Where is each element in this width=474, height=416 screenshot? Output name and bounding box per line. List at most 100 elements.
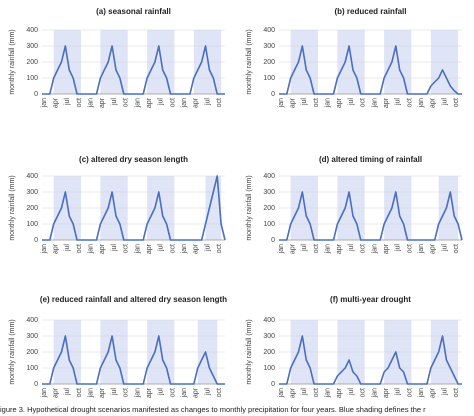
x-tick-label: apr: [146, 387, 153, 398]
x-tick-label: apr: [336, 243, 343, 254]
x-tick-label: apr: [383, 97, 390, 108]
x-tick-label: jan: [371, 388, 378, 398]
x-tick-label: jul: [301, 98, 308, 106]
y-tick-label: 0: [34, 237, 38, 244]
x-tick-label: oct: [360, 244, 367, 253]
x-tick-label: jan: [418, 244, 425, 254]
y-tick-label: 100: [26, 75, 38, 82]
x-tick-label: jan: [88, 98, 95, 108]
y-tick-label: 400: [26, 173, 38, 180]
x-tick-label: apr: [99, 387, 106, 398]
y-tick-label: 0: [271, 381, 275, 388]
y-tick-label: 100: [26, 365, 38, 372]
x-tick-label: jul: [111, 98, 118, 106]
x-tick-label: apr: [146, 97, 153, 108]
x-tick-label: oct: [216, 388, 223, 397]
x-tick-label: apr: [53, 97, 60, 108]
x-tick-label: apr: [193, 387, 200, 398]
x-tick-label: oct: [123, 98, 130, 107]
y-tick-label: 200: [26, 205, 38, 212]
x-tick-label: jul: [348, 244, 355, 252]
x-tick-label: oct: [76, 388, 83, 397]
x-tick-label: jul: [111, 388, 118, 396]
x-tick-label: jul: [395, 98, 402, 106]
x-tick-label: oct: [453, 98, 460, 107]
x-tick-label: apr: [290, 243, 297, 254]
chart-title: (e) reduced rainfall and altered dry sea…: [40, 295, 227, 304]
y-tick-label: 400: [26, 317, 38, 324]
x-tick-label: oct: [313, 244, 320, 253]
x-tick-label: jan: [181, 98, 188, 108]
x-tick-label: apr: [53, 243, 60, 254]
x-tick-label: oct: [169, 244, 176, 253]
y-tick-label: 0: [34, 91, 38, 98]
y-tick-label: 400: [263, 173, 275, 180]
chart-title: (a) seasonal rainfall: [96, 7, 171, 16]
x-tick-label: jan: [134, 388, 141, 398]
x-tick-label: oct: [123, 388, 130, 397]
x-tick-label: oct: [360, 98, 367, 107]
x-tick-label: jan: [278, 388, 285, 398]
x-tick-label: jan: [88, 388, 95, 398]
x-tick-label: jul: [348, 98, 355, 106]
rainfall-line: [42, 45, 225, 95]
caption: igure 3. Hypothetical drought scenarios …: [0, 405, 426, 414]
x-tick-label: jan: [371, 244, 378, 254]
x-tick-label: jan: [88, 244, 95, 254]
x-tick-label: oct: [406, 244, 413, 253]
x-tick-label: jul: [348, 388, 355, 396]
x-tick-label: apr: [430, 387, 437, 398]
x-tick-label: apr: [99, 243, 106, 254]
x-tick-label: oct: [169, 98, 176, 107]
x-tick-label: oct: [406, 388, 413, 397]
y-tick-label: 0: [34, 381, 38, 388]
x-tick-label: jul: [395, 244, 402, 252]
x-tick-label: jan: [181, 388, 188, 398]
x-tick-label: oct: [76, 244, 83, 253]
y-tick-label: 200: [263, 59, 275, 66]
chart-title: (d) altered timing of rainfall: [319, 155, 422, 164]
x-tick-label: jul: [301, 388, 308, 396]
x-tick-label: jul: [111, 244, 118, 252]
x-tick-label: jul: [441, 244, 448, 252]
x-tick-label: oct: [169, 388, 176, 397]
x-tick-label: jan: [134, 244, 141, 254]
x-tick-label: oct: [453, 244, 460, 253]
y-tick-label: 300: [263, 333, 275, 340]
y-tick-label: 400: [263, 317, 275, 324]
y-tick-label: 300: [26, 189, 38, 196]
y-tick-label: 100: [263, 365, 275, 372]
x-tick-label: oct: [313, 98, 320, 107]
rainfall-line: [279, 191, 463, 241]
chart-title: (b) reduced rainfall: [334, 7, 406, 16]
y-axis-label: monthly rainfall (mm): [9, 175, 16, 240]
x-tick-label: jul: [441, 98, 448, 106]
x-tick-label: jul: [204, 388, 211, 396]
x-tick-label: oct: [453, 388, 460, 397]
x-tick-label: apr: [146, 243, 153, 254]
x-tick-label: jul: [158, 244, 165, 252]
x-tick-label: jul: [395, 388, 402, 396]
x-tick-label: apr: [336, 387, 343, 398]
y-axis-label: monthly rainfall (mm): [246, 175, 253, 240]
x-tick-label: oct: [360, 388, 367, 397]
x-tick-label: jan: [418, 98, 425, 108]
x-tick-label: jan: [325, 388, 332, 398]
rainfall-line: [279, 335, 462, 385]
y-tick-label: 0: [271, 91, 275, 98]
x-tick-label: jul: [158, 388, 165, 396]
x-tick-label: oct: [123, 244, 130, 253]
x-tick-label: apr: [383, 243, 390, 254]
x-tick-label: oct: [406, 98, 413, 107]
x-tick-label: jan: [325, 244, 332, 254]
rainfall-line: [42, 175, 226, 241]
x-tick-label: oct: [313, 388, 320, 397]
x-tick-label: apr: [290, 387, 297, 398]
y-tick-label: 200: [263, 349, 275, 356]
chart-title: (f) multi-year drought: [330, 295, 411, 304]
x-tick-label: apr: [430, 97, 437, 108]
x-tick-label: jul: [64, 98, 71, 106]
x-tick-label: jan: [371, 98, 378, 108]
x-tick-label: jan: [325, 98, 332, 108]
x-tick-label: jul: [204, 244, 211, 252]
